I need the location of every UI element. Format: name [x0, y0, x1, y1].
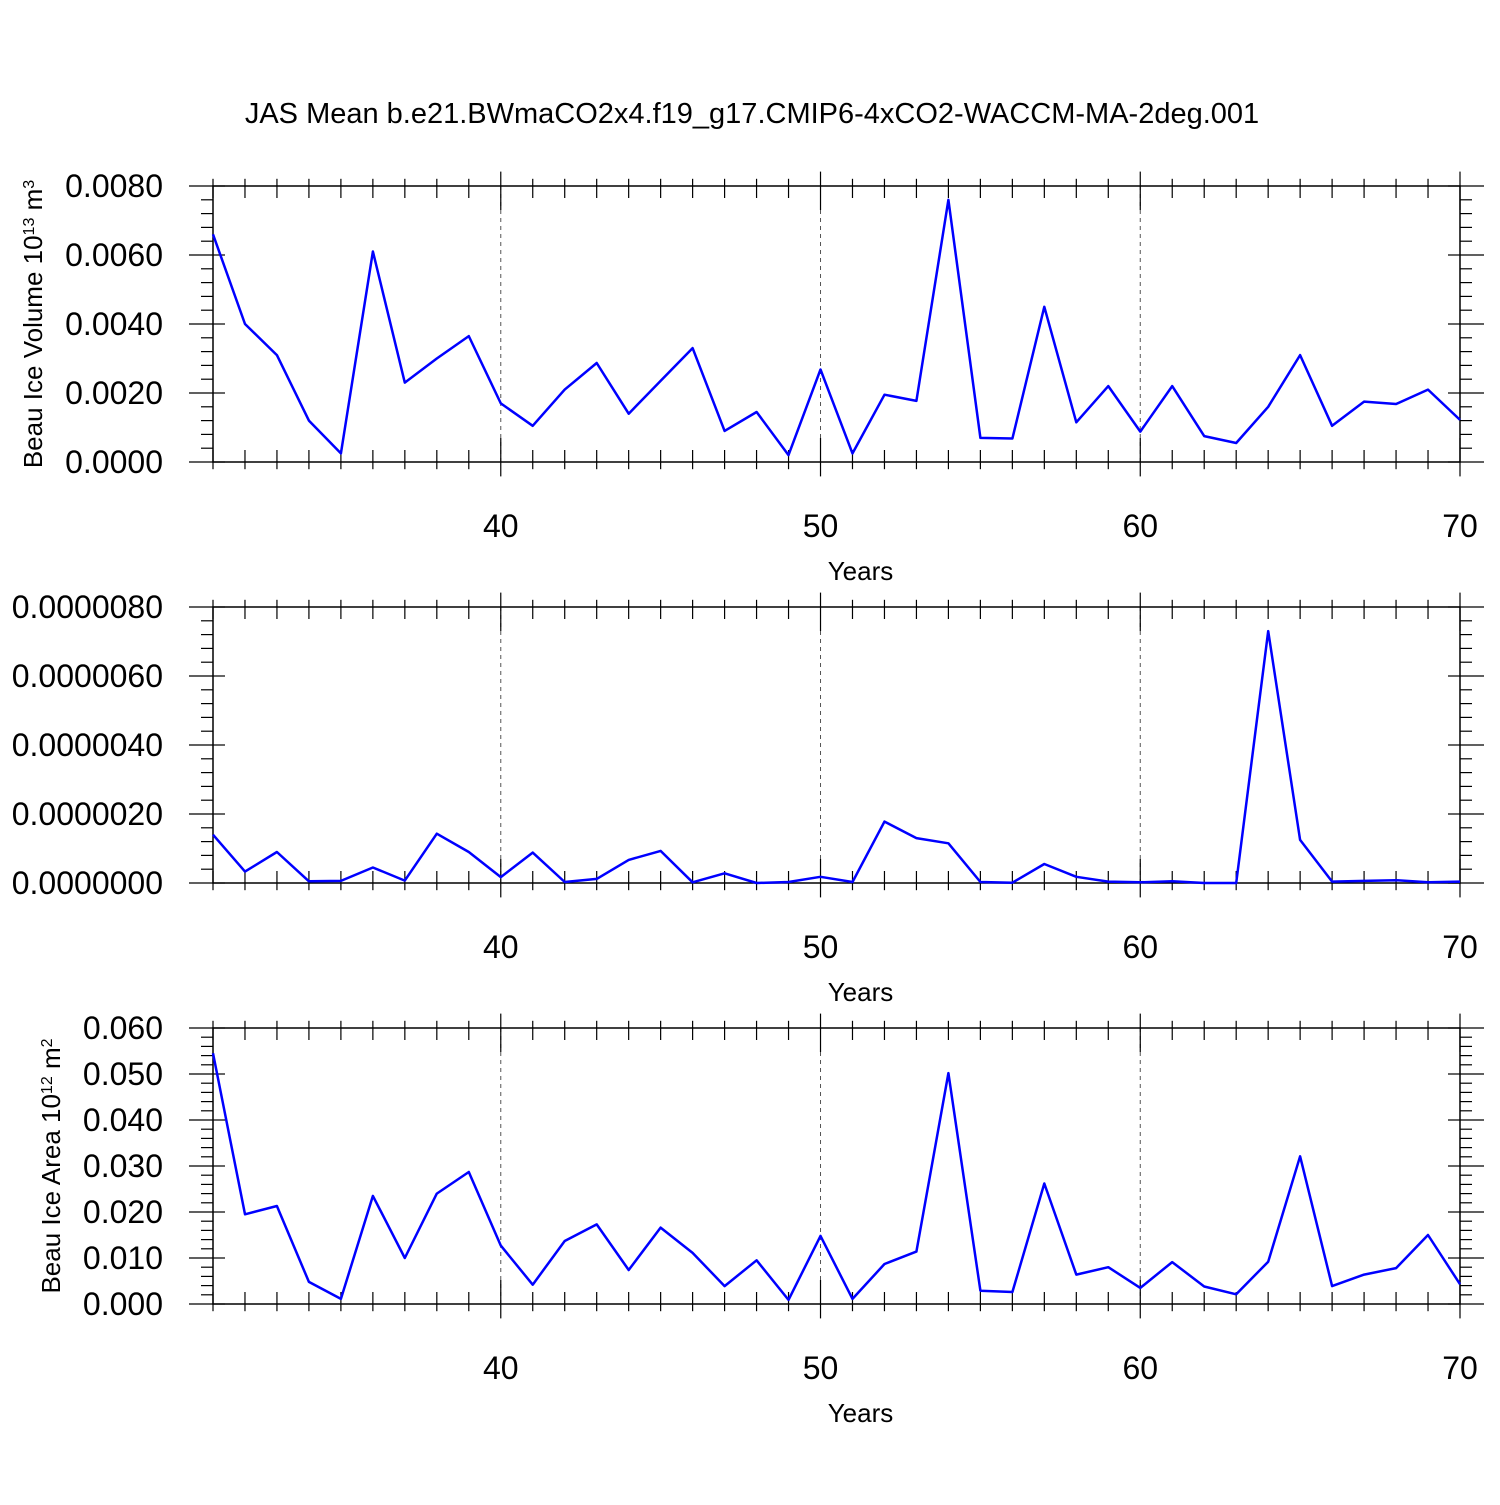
y-tick-label: 0.0040 [65, 306, 163, 342]
y-tick-label: 0.0000080 [12, 589, 163, 625]
x-tick-label: 40 [483, 1350, 519, 1386]
y-axis-title-unit: m [18, 189, 48, 218]
y-tick-label: 0.030 [83, 1148, 163, 1184]
y-axis-title: Beau Ice Area 1012 m2 [36, 1038, 66, 1293]
x-tick-label: 40 [483, 508, 519, 544]
y-axis-title-exponent: 12 [39, 1076, 56, 1094]
y-axis-title: Beau Ice Volume 1013 m3 [18, 180, 48, 468]
y-tick-label: 0.000 [83, 1286, 163, 1322]
y-tick-label: 0.0060 [65, 237, 163, 273]
y-axis-title-text: Beau Ice Volume 10 [18, 235, 48, 468]
panel-1: 40 50 60 70 Years 0.0000 0.0020 0.0040 0.0060 0.0… [18, 168, 1484, 586]
y-tick-label: 0.0000020 [12, 796, 163, 832]
x-tick-label: 70 [1442, 508, 1478, 544]
y-tick-label: 0.040 [83, 1102, 163, 1138]
y-tick-label: 0.0000060 [12, 658, 163, 694]
plot-frame [213, 607, 1460, 883]
y-tick-label: 0.020 [83, 1194, 163, 1230]
x-axis-title: Years [828, 556, 894, 586]
panel-2: 40 50 60 70 Years 0.0000000 0.0000020 0.0000040… [12, 589, 1484, 1007]
x-tick-label: 70 [1442, 1350, 1478, 1386]
x-tick-label: 50 [803, 1350, 839, 1386]
plot-frame [213, 186, 1460, 462]
x-tick-label: 50 [803, 508, 839, 544]
x-tick-label: 50 [803, 929, 839, 965]
x-axis-title: Years [828, 1398, 894, 1428]
y-axis-title-exponent: 13 [21, 218, 38, 236]
y-tick-label: 0.060 [83, 1010, 163, 1046]
y-tick-label: 0.0000 [65, 444, 163, 480]
x-tick-label: 60 [1122, 508, 1158, 544]
x-tick-label: 60 [1122, 1350, 1158, 1386]
panel-3: 40 50 60 70 Years 0.000 0.010 0.020 0.030 0.040 0.… [36, 1010, 1484, 1428]
x-tick-label: 70 [1442, 929, 1478, 965]
x-tick-label: 40 [483, 929, 519, 965]
y-tick-label: 0.010 [83, 1240, 163, 1276]
y-tick-label: 0.0000000 [12, 865, 163, 901]
y-axis-title-unit: m [36, 1047, 66, 1076]
y-axis-title-unit-exponent: 3 [21, 180, 38, 189]
series-line [213, 631, 1460, 883]
y-axis-title-unit-exponent: 2 [39, 1038, 56, 1047]
chart-title: JAS Mean b.e21.BWmaCO2x4.f19_g17.CMIP6-4… [245, 98, 1259, 130]
series-line [213, 200, 1460, 455]
x-axis-title: Years [828, 977, 894, 1007]
x-tick-label: 60 [1122, 929, 1158, 965]
y-axis-title-text: Beau Ice Area 10 [36, 1094, 66, 1293]
series-line [213, 1053, 1460, 1300]
plot-frame [213, 1028, 1460, 1304]
y-tick-label: 0.0000040 [12, 727, 163, 763]
y-tick-label: 0.050 [83, 1056, 163, 1092]
y-tick-label: 0.0080 [65, 168, 163, 204]
y-tick-label: 0.0020 [65, 375, 163, 411]
